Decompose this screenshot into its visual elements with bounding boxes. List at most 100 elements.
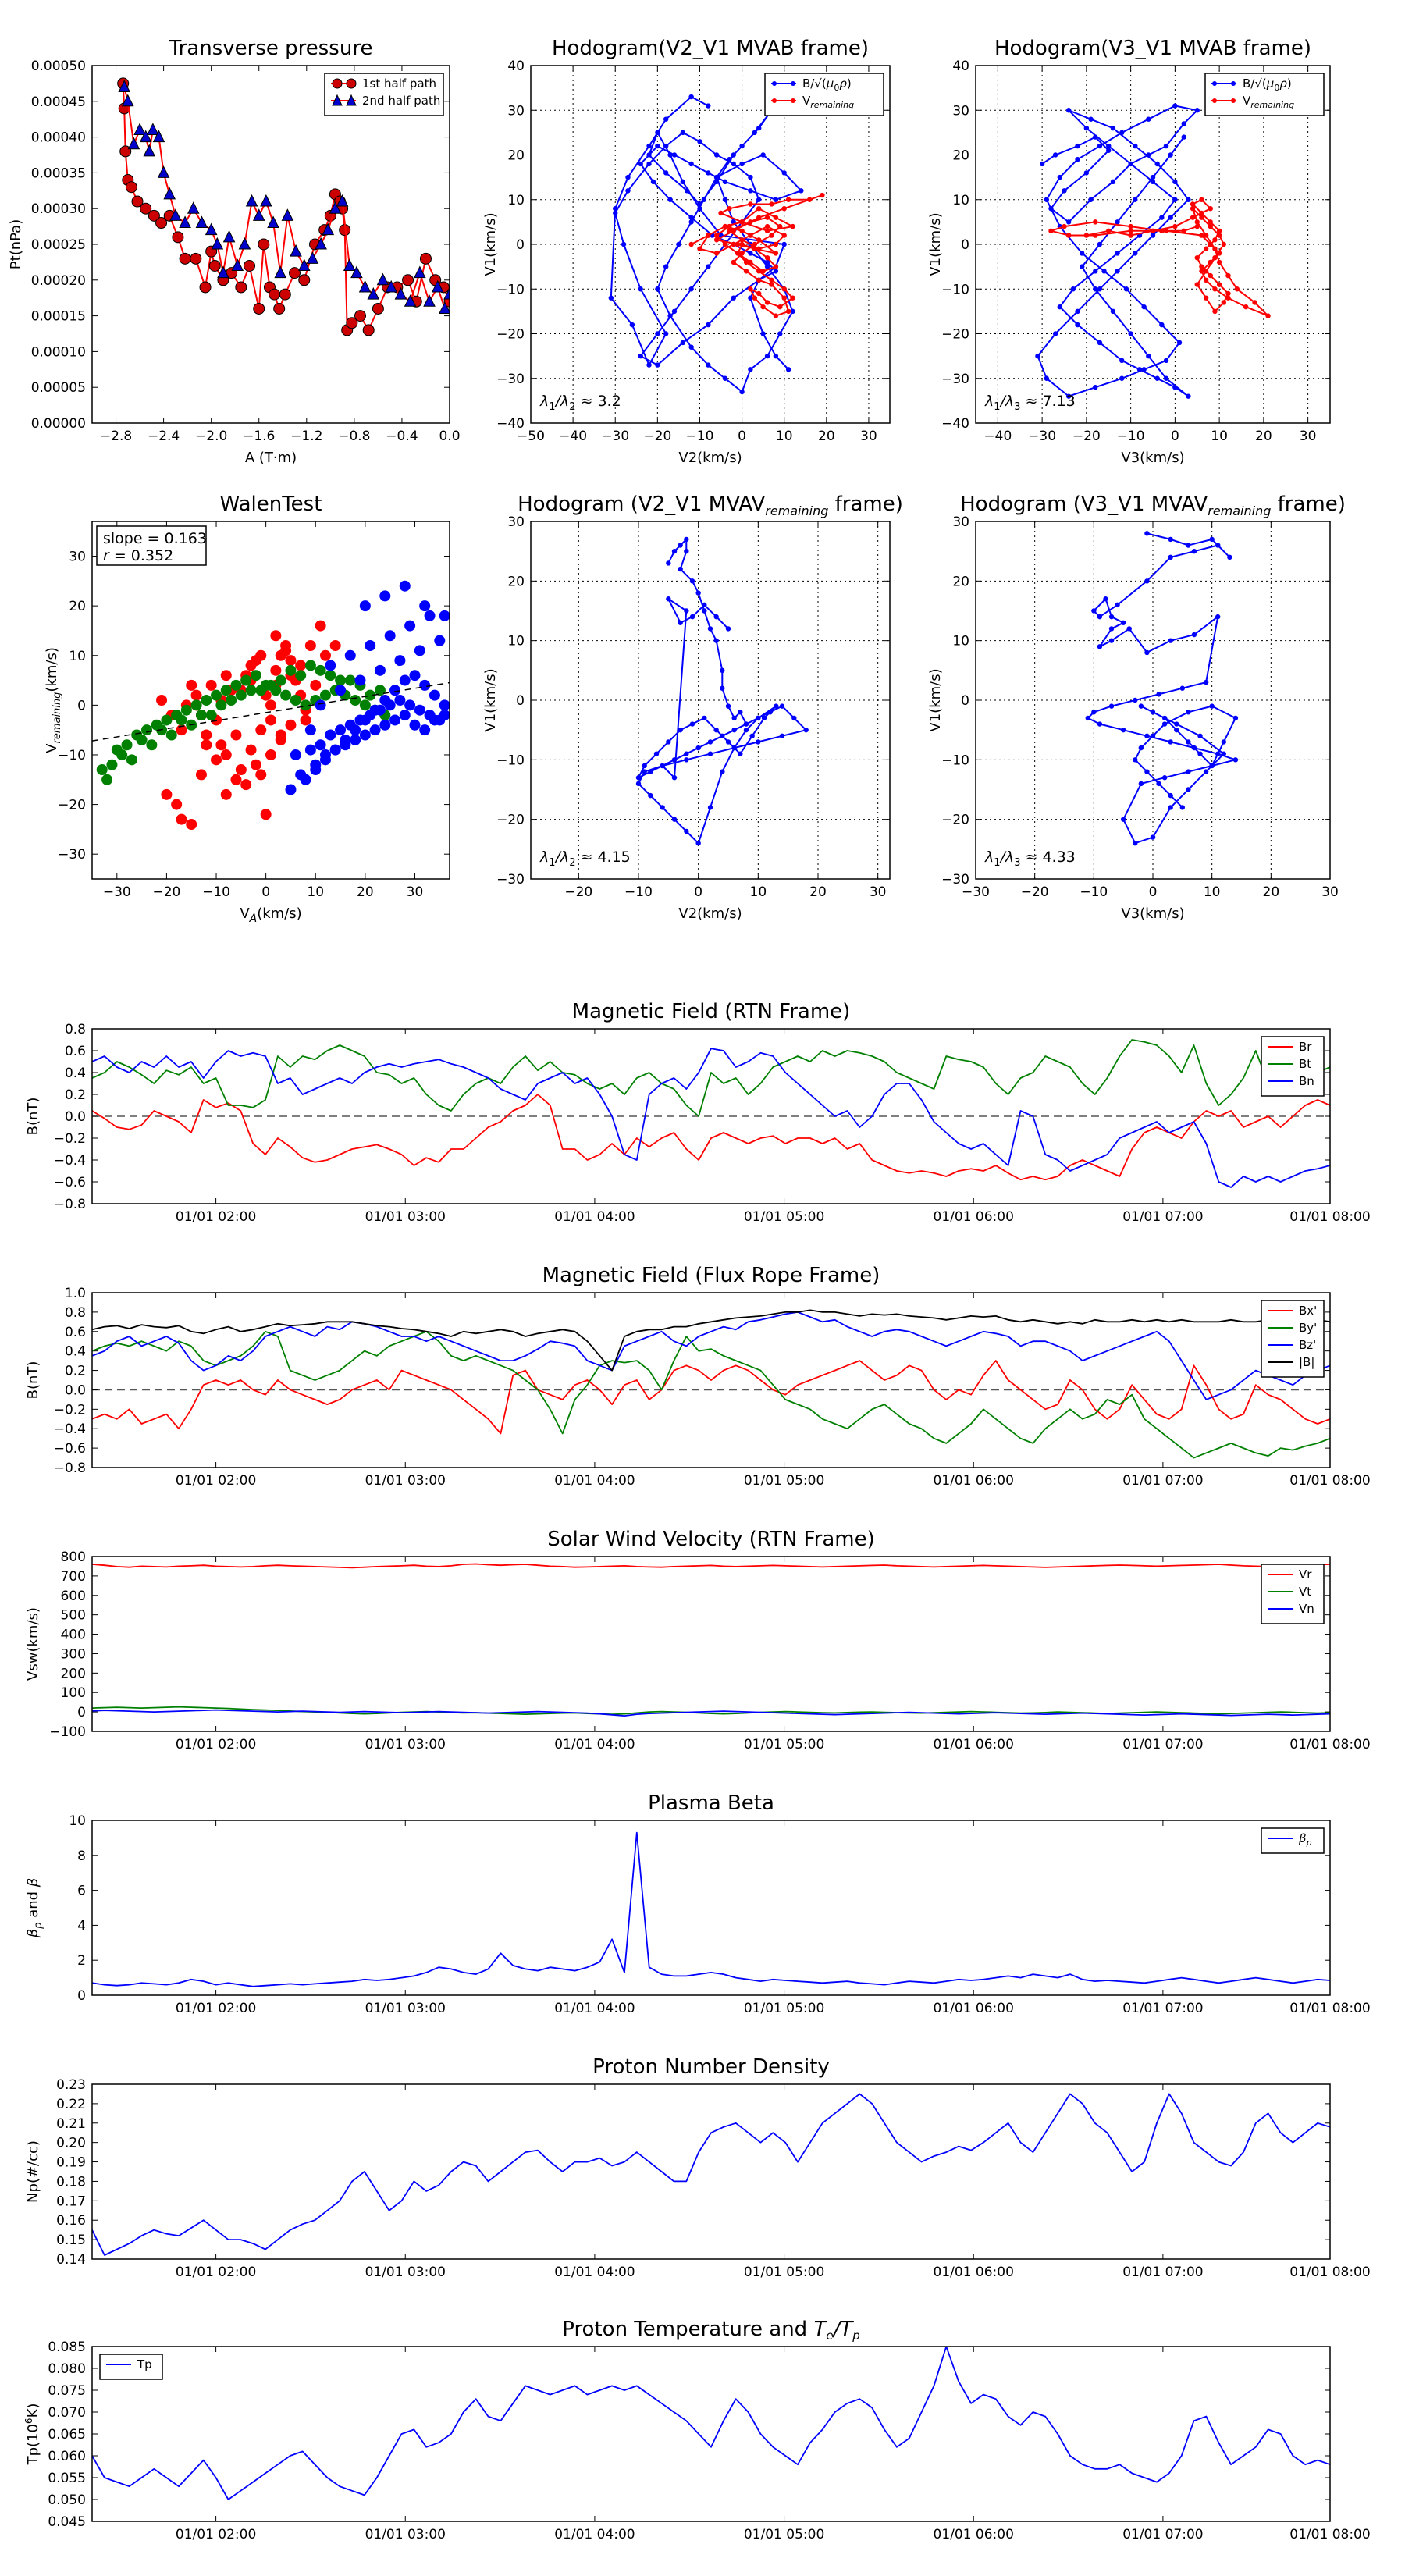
data-point xyxy=(127,137,140,150)
data-point xyxy=(1075,157,1080,162)
ratio-annotation: λ1/λ3 ≈ 4.33 xyxy=(984,849,1076,869)
data-point xyxy=(290,695,301,706)
data-point xyxy=(220,670,232,681)
data-point xyxy=(1120,817,1126,822)
x-tick-label: 01/01 03:00 xyxy=(365,1209,446,1225)
data-point xyxy=(1144,733,1150,738)
data-point xyxy=(399,710,411,721)
data-point xyxy=(359,729,371,741)
y-tick-label: 2 xyxy=(77,1953,86,1969)
y-tick-label: 800 xyxy=(61,1550,86,1565)
data-point xyxy=(760,304,766,310)
data-point xyxy=(180,704,192,716)
data-point xyxy=(336,194,349,207)
data-point xyxy=(1208,219,1213,225)
legend-label: Bz' xyxy=(1299,1338,1316,1352)
x-tick-label: −30 xyxy=(103,884,131,900)
data-point xyxy=(265,699,276,711)
data-point xyxy=(208,259,221,272)
data-point xyxy=(1191,632,1197,638)
data-point xyxy=(1106,143,1112,149)
data-point xyxy=(735,251,741,256)
x-tick-label: 0 xyxy=(1149,884,1158,900)
data-point xyxy=(1203,769,1209,774)
stats-box xyxy=(96,525,207,566)
data-point xyxy=(1093,269,1098,274)
data-point xyxy=(125,181,137,194)
data-point xyxy=(96,764,108,776)
data-point xyxy=(769,277,774,283)
data-point xyxy=(779,703,785,709)
data-point xyxy=(663,331,669,336)
data-point xyxy=(713,152,720,158)
data-point xyxy=(315,699,326,711)
x-tick-label: 01/01 06:00 xyxy=(934,2001,1014,2016)
y-tick-label: 500 xyxy=(61,1608,86,1624)
data-point xyxy=(260,809,272,820)
data-point xyxy=(273,302,286,315)
data-point xyxy=(689,614,695,620)
data-point xyxy=(764,300,770,305)
plot-area xyxy=(92,1831,1330,1987)
chart-title: Magnetic Field (RTN Frame) xyxy=(572,1000,851,1023)
ratio-annotation: λ1/λ2 ≈ 3.2 xyxy=(539,393,621,413)
data-point xyxy=(756,269,762,274)
data-point xyxy=(678,543,683,548)
y-tick-label: −0.8 xyxy=(54,1461,86,1476)
legend-box xyxy=(99,2354,163,2380)
data-point xyxy=(777,223,783,229)
data-point xyxy=(220,749,232,760)
data-point xyxy=(1203,246,1209,251)
data-point xyxy=(354,674,366,686)
x-tick-label: 01/01 04:00 xyxy=(554,2001,635,2016)
data-point xyxy=(646,362,652,368)
x-tick-label: 20 xyxy=(809,884,827,900)
data-point xyxy=(126,754,137,766)
data-point xyxy=(722,179,728,185)
y-tick-label: 0.00040 xyxy=(31,130,86,146)
y-tick-label: −20 xyxy=(941,813,969,828)
data-point xyxy=(646,143,652,149)
y-axis-label: B(nT) xyxy=(25,1098,41,1136)
data-point xyxy=(367,287,380,300)
data-point xyxy=(1133,757,1138,763)
data-point xyxy=(731,161,736,167)
data-point xyxy=(238,237,251,250)
data-point xyxy=(195,215,208,229)
y-tick-label: −10 xyxy=(941,282,969,297)
plot-area xyxy=(608,94,825,395)
data-point xyxy=(359,600,371,612)
y-tick-label: 30 xyxy=(507,514,525,530)
data-point xyxy=(269,288,281,301)
data-point xyxy=(1161,715,1168,721)
data-point xyxy=(240,779,252,791)
y-tick-label: 30 xyxy=(952,103,969,119)
data-point xyxy=(1044,197,1050,202)
data-point xyxy=(379,695,391,706)
data-point xyxy=(187,201,200,214)
data-point xyxy=(748,286,753,292)
data-point xyxy=(179,215,191,229)
data-point xyxy=(722,375,728,381)
y-tick-label: −40 xyxy=(941,416,969,432)
data-point xyxy=(678,566,683,572)
data-point xyxy=(695,745,701,751)
data-point xyxy=(245,685,257,696)
data-point xyxy=(629,322,635,328)
legend-box xyxy=(1261,1564,1325,1624)
data-point xyxy=(419,679,431,691)
y-tick-label: 0.20 xyxy=(56,2136,86,2151)
data-point xyxy=(727,157,732,162)
chart-walen: WalenTest −30 −20 −10 0 10 20 30 −30 −20 −10 0 10 20 3… xyxy=(44,493,450,925)
data-point xyxy=(773,353,779,359)
data-point xyxy=(161,714,173,726)
data-point xyxy=(1190,215,1196,220)
x-tick-label: 01/01 03:00 xyxy=(365,2265,446,2280)
y-tick-label: 0.00000 xyxy=(31,416,86,432)
legend-label: Vn xyxy=(1299,1602,1314,1616)
data-point xyxy=(764,259,770,265)
x-tick-label: 01/01 05:00 xyxy=(744,1737,824,1752)
data-point xyxy=(1181,228,1186,234)
data-point xyxy=(190,252,202,265)
data-point xyxy=(359,714,371,726)
